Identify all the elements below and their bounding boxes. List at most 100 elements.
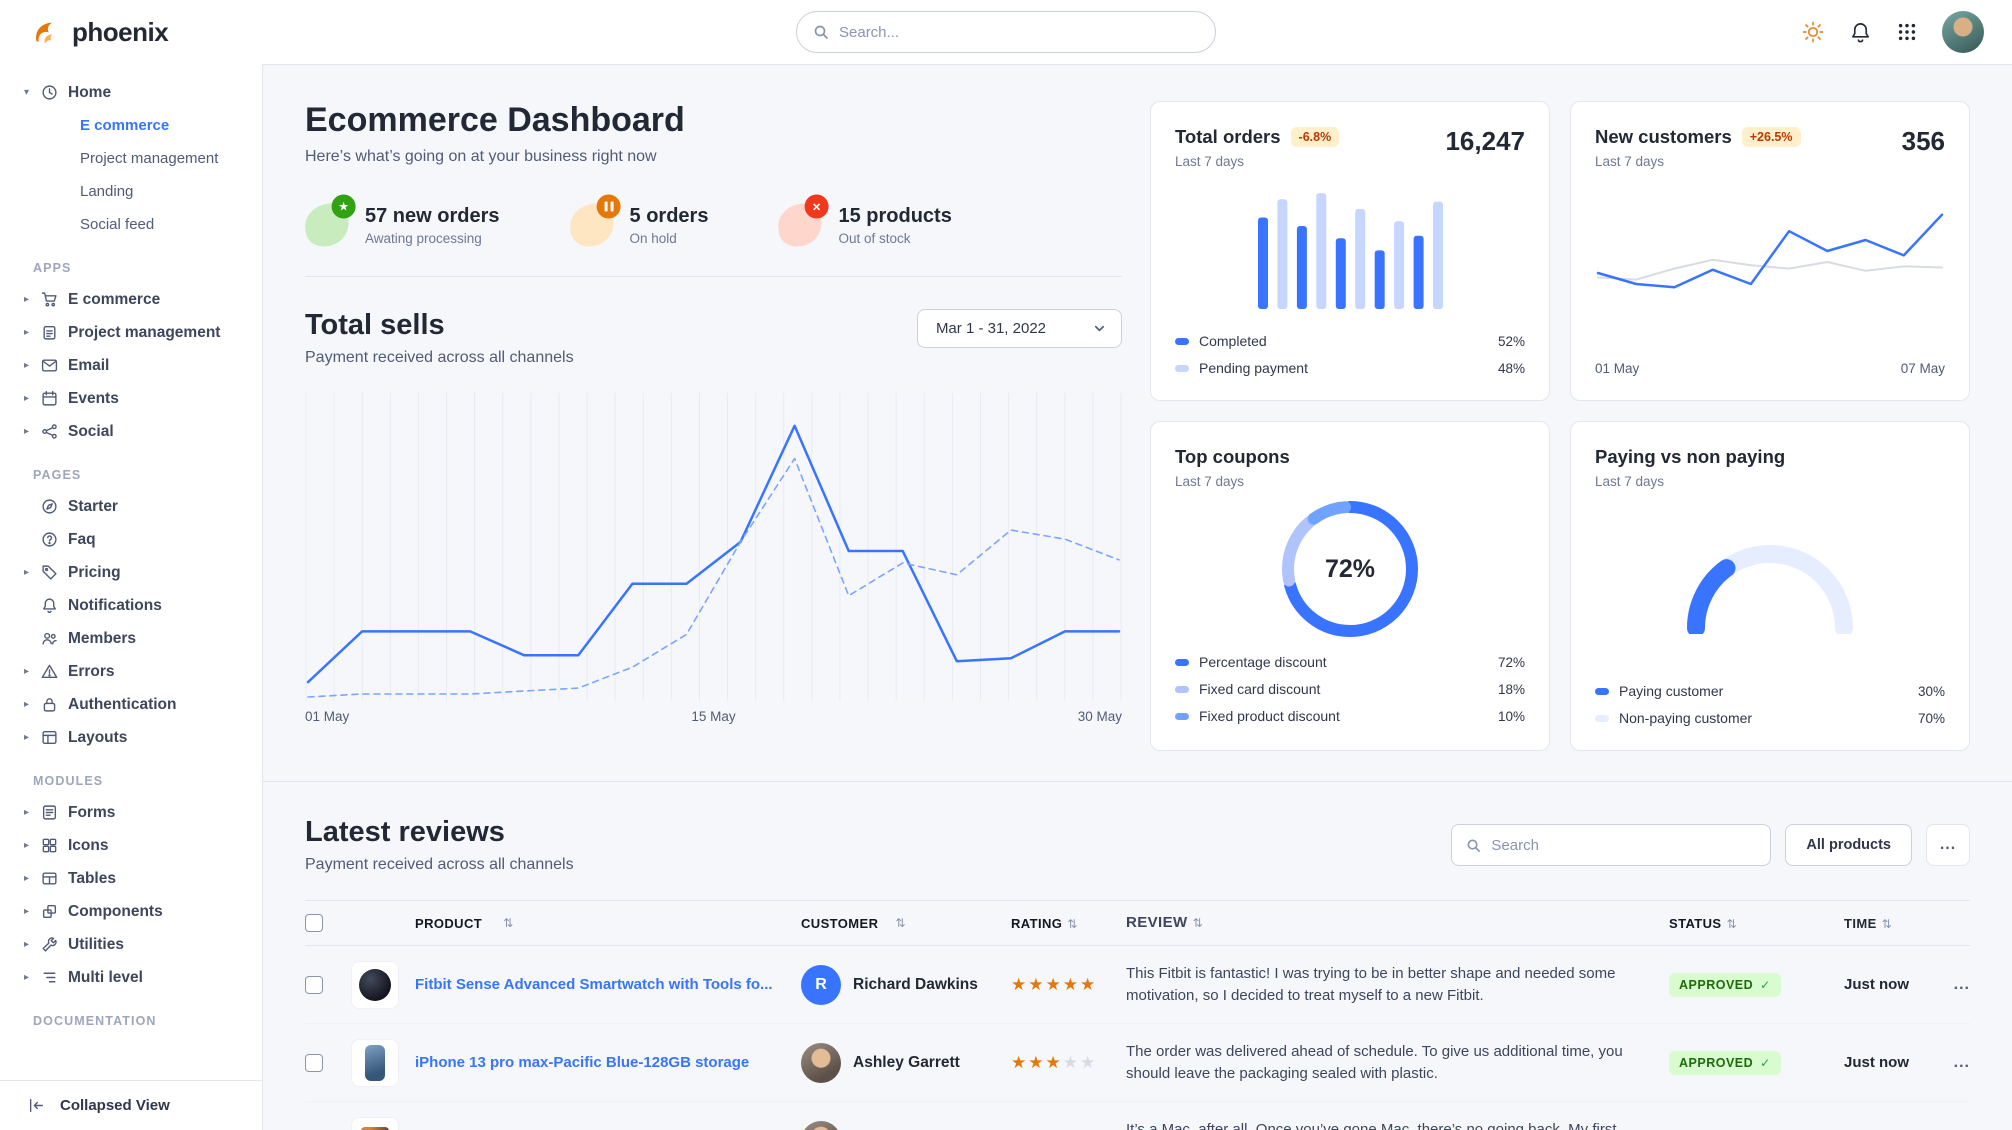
product-link[interactable]: iPhone 13 pro max-Pacific Blue-128GB sto…	[415, 1054, 750, 1071]
sidebar-item-components[interactable]: ▸ Components	[24, 902, 163, 920]
sort-icon: ⇅	[895, 916, 906, 930]
sidebar-item-utilities[interactable]: ▸ Utilities	[24, 935, 124, 953]
brand-logo[interactable]: phoenix	[30, 16, 169, 48]
sidebar-section-pages: PAGES	[33, 468, 82, 482]
sidebar-item-tables[interactable]: ▸ Tables	[24, 869, 116, 887]
paying-vs-non-paying-card: Paying vs non paying Last 7 days Paying …	[1570, 421, 1970, 751]
caret-right-icon: ▸	[24, 327, 30, 338]
sidebar-item-social[interactable]: ▸ Social	[24, 422, 114, 440]
review-time: Just now	[1844, 976, 1910, 993]
reviews-table: PRODUCT ⇅ CUSTOMER ⇅ RATING ⇅ REVIEW ⇅ STATU…	[305, 900, 1970, 1130]
sidebar-item-authentication[interactable]: ▸ Authentication	[24, 695, 177, 713]
search-icon	[813, 24, 829, 40]
caret-right-icon: ▸	[24, 393, 30, 404]
sidebar-item-layouts[interactable]: ▸ Layouts	[24, 728, 128, 746]
rating-stars: ★★★★★	[1011, 1052, 1098, 1072]
sidebar-item-project-management[interactable]: ▸ Project management	[24, 323, 221, 341]
total-sells-subtitle: Payment received across all channels	[305, 349, 574, 366]
column-header-time[interactable]: TIME ⇅	[1844, 915, 1893, 931]
reviews-title: Latest reviews	[305, 816, 505, 848]
legend-item: Fixed product discount 10%	[1175, 708, 1525, 724]
card-title: Total orders	[1175, 126, 1281, 147]
legend-item: Fixed card discount 18%	[1175, 681, 1525, 697]
review-text: The order was delivered ahead of schedul…	[1126, 1042, 1623, 1082]
sidebar-subitem-ecommerce[interactable]: E commerce	[80, 117, 170, 134]
user-avatar[interactable]	[1942, 11, 1984, 53]
select-all-checkbox[interactable]	[305, 914, 323, 932]
trend-badge: +26.5%	[1741, 127, 1801, 147]
row-checkbox[interactable]	[305, 975, 323, 994]
status-badge: APPROVED ✓	[1669, 972, 1781, 997]
lock-icon	[41, 696, 68, 713]
sidebar-subitem-landing[interactable]: Landing	[80, 183, 134, 200]
review-text: This Fitbit is fantastic! I was trying t…	[1126, 964, 1616, 1004]
sidebar-subitem-social-feed[interactable]: Social feed	[80, 216, 155, 233]
reviews-search	[1451, 824, 1772, 866]
caret-right-icon: ▸	[24, 840, 30, 851]
all-products-button[interactable]: All products	[1785, 824, 1912, 866]
sidebar-item-starter[interactable]: Starter	[0, 490, 262, 523]
column-header-customer[interactable]: CUSTOMER ⇅	[801, 915, 906, 931]
caret-right-icon: ▸	[24, 699, 30, 710]
card-title: New customers	[1595, 126, 1732, 147]
sidebar-item-events[interactable]: ▸ Events	[24, 389, 119, 407]
reviews-more-button[interactable]: ...	[1926, 824, 1970, 866]
sidebar-section-documentation: DOCUMENTATION	[33, 1014, 157, 1028]
sidebar-item-errors[interactable]: ▸ Errors	[24, 662, 115, 680]
sidebar-item-email[interactable]: ▸ Email	[24, 356, 110, 374]
sidebar-item-multi-level[interactable]: ▸ Multi level	[24, 968, 143, 986]
form-icon	[41, 804, 68, 821]
search-input[interactable]	[839, 23, 1199, 41]
sidebar-item-forms[interactable]: ▸ Forms	[24, 803, 116, 821]
sidebar-item-home[interactable]: ▾ Home	[24, 83, 112, 101]
total-sells-x-axis: 01 May 15 May 30 May	[305, 709, 1122, 724]
tag-icon	[41, 564, 68, 581]
caret-right-icon: ▸	[24, 807, 30, 818]
sun-icon[interactable]	[1801, 20, 1825, 44]
collapse-sidebar-button[interactable]: Collapsed View	[0, 1080, 262, 1130]
bell-icon[interactable]	[1849, 21, 1872, 44]
calendar-icon	[41, 390, 68, 407]
sidebar-subitem-project-management[interactable]: Project management	[80, 150, 219, 167]
reviews-search-input[interactable]	[1491, 836, 1757, 854]
trend-badge: -6.8%	[1290, 127, 1340, 147]
row-more-button[interactable]: ...	[1953, 1053, 1970, 1071]
reviews-subtitle: Payment received across all channels	[305, 856, 574, 873]
card-period: Last 7 days	[1175, 154, 1245, 169]
row-more-button[interactable]: ...	[1953, 975, 1970, 993]
main-content: Ecommerce Dashboard Here’s what’s going …	[263, 64, 2012, 1130]
table-header: PRODUCT ⇅ CUSTOMER ⇅ RATING ⇅ REVIEW ⇅ STATU…	[305, 900, 1970, 946]
column-header-status[interactable]: STATUS ⇅	[1669, 915, 1737, 931]
rating-stars: ★★★★★	[1011, 974, 1098, 994]
customer-name: Ashley Garrett	[853, 1053, 960, 1071]
legend-item: Pending payment 48%	[1175, 360, 1525, 376]
column-header-rating[interactable]: RATING ⇅	[1011, 915, 1078, 931]
sidebar-item-ecommerce[interactable]: ▸ E commerce	[24, 290, 161, 308]
date-range-select[interactable]: Mar 1 - 31, 2022	[916, 309, 1122, 348]
pause-icon	[596, 194, 621, 219]
column-header-review[interactable]: REVIEW ⇅	[1126, 914, 1204, 932]
sidebar-section-apps: APPS	[33, 261, 72, 275]
card-title: Top coupons	[1175, 446, 1290, 467]
caret-right-icon: ▸	[24, 906, 30, 917]
sort-icon: ⇅	[1726, 916, 1737, 931]
product-link[interactable]: Fitbit Sense Advanced Smartwatch with To…	[415, 976, 773, 993]
apps-grid-icon[interactable]	[1896, 21, 1918, 43]
sidebar-item-notifications[interactable]: Notifications	[0, 589, 262, 622]
caret-right-icon: ▸	[24, 426, 30, 437]
warning-icon	[41, 663, 68, 680]
star-icon: ★	[331, 194, 356, 219]
row-checkbox[interactable]	[305, 1053, 323, 1072]
column-header-product[interactable]: PRODUCT ⇅	[415, 915, 514, 931]
sidebar-item-members[interactable]: Members	[0, 622, 262, 655]
sidebar-item-pricing[interactable]: ▸ Pricing	[24, 563, 121, 581]
status-badge: APPROVED ✓	[1669, 1050, 1781, 1075]
sort-icon: ⇅	[503, 916, 514, 930]
chevron-down-icon	[1092, 321, 1107, 336]
stat-new-orders: ★ 57 new orders Awating processing	[302, 194, 500, 249]
product-image	[351, 1038, 399, 1087]
top-navbar: phoenix	[0, 0, 2012, 64]
legend-bullet	[1175, 337, 1189, 345]
sidebar-item-icons[interactable]: ▸ Icons	[24, 836, 109, 854]
sidebar-item-faq[interactable]: Faq	[0, 523, 262, 556]
